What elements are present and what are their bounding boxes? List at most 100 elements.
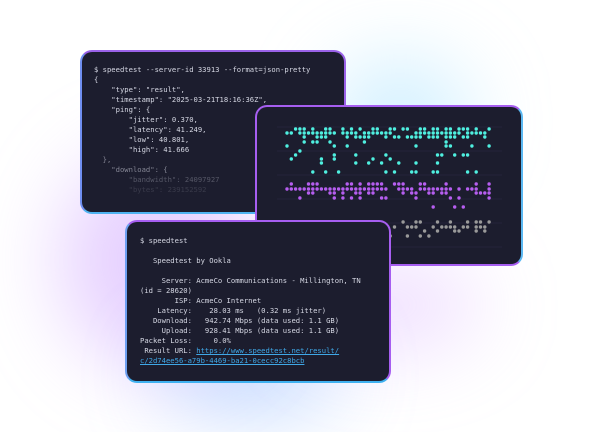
chart-dot [336,170,341,174]
chart-dot [367,135,371,139]
chart-dot [457,229,461,233]
chart-dot [414,161,418,165]
chart-dot [367,131,371,135]
chart-dot [384,135,388,139]
chart-dot [293,187,298,191]
chart-dot [422,229,427,233]
chart-dot [418,234,422,238]
chart-dot [324,131,328,135]
chart-dot [332,187,336,191]
chart-dot [289,131,293,135]
chart-dot [448,187,453,191]
json-line: "timestamp": "2025-03-21T18:16:36Z", [94,95,268,104]
chart-dot [302,140,306,144]
chart-dot [465,153,470,157]
chart-dot [379,161,384,165]
chart-dot [431,191,435,195]
chart-dot [341,191,345,195]
chart-dot [388,131,392,135]
chart-dot [418,127,422,131]
chart-dot [362,140,367,144]
json-line: "type": "result", [94,85,185,94]
chart-dot [440,225,444,229]
chart-dot [392,135,397,139]
chart-dot [315,182,319,186]
chart-dot [405,127,410,131]
chart-dot [418,135,422,139]
chart-dot [324,187,328,191]
chart-dot [354,187,358,191]
chart-dot [401,220,405,224]
chart-dot [319,157,324,161]
chart-dot [483,225,487,229]
json-line: "high": 41.666 [94,145,190,154]
chart-dot [448,220,453,224]
chart-dot [401,182,405,186]
chart-dot [289,187,293,191]
chart-dot [345,187,349,191]
chart-dot [478,225,483,229]
chart-dot [315,140,319,144]
chart-dot [319,161,324,165]
chart-dot [444,225,448,229]
chart-dot [328,187,332,191]
chart-dot [371,191,375,195]
chart-dot [332,196,336,200]
chart-dot [444,144,448,148]
chart-dot [375,182,379,186]
chart-dot [414,170,418,174]
chart-dot [414,225,418,229]
chart-dot [341,131,345,135]
chart-dot [414,131,418,135]
chart-dot [392,225,397,229]
heading: Speedtest by Ookla [140,256,231,265]
result-url-link-continued[interactable]: c/2d74ee56-a79b-4469-ba21-0cecc92c8bcb [140,356,305,365]
chart-dot [448,131,453,135]
chart-dot [431,135,435,139]
chart-dot [465,131,470,135]
chart-dot [358,135,362,139]
chart-dot [444,187,448,191]
chart-dot [453,225,457,229]
chart-dot [487,182,491,186]
chart-dot [311,191,315,195]
chart-dot [332,153,336,157]
chart-dot [405,225,410,229]
chart-dot [375,187,379,191]
chart-dot [371,182,375,186]
chart-dot [358,196,362,200]
chart-dot [418,187,422,191]
chart-dot [384,187,388,191]
chart-dot [435,229,440,233]
chart-dot [487,144,491,148]
chart-dot [483,191,487,195]
chart-dot [298,196,302,200]
chart-dot [435,161,440,165]
chart-dot [431,225,435,229]
chart-dot [332,131,336,135]
chart-dot [379,196,384,200]
chart-dot [457,127,461,131]
chart-dot [379,182,384,186]
server-line: Server: AcmeCo Communications - Millingt… [140,276,361,285]
chart-dot [405,135,410,139]
chart-dot [349,131,354,135]
chart-dot [448,144,453,148]
upload-line: Upload: 928.41 Mbps (data used: 1.1 GB) [140,326,340,335]
chart-dot [474,220,478,224]
chart-dot [401,191,405,195]
chart-dot [487,127,491,131]
chart-dot [431,131,435,135]
chart-dot [306,131,311,135]
result-url-link[interactable]: https://www.speedtest.net/result/ [196,346,340,355]
chart-dot [293,153,298,157]
chart-dot [474,187,478,191]
isp-line: ISP: AcmeCo Internet [140,296,262,305]
chart-dot [474,127,478,131]
chart-dot [384,131,388,135]
chart-dot [298,131,302,135]
chart-dot [422,127,427,131]
chart-dot [397,135,401,139]
chart-dot [354,131,358,135]
chart-dot [328,131,332,135]
